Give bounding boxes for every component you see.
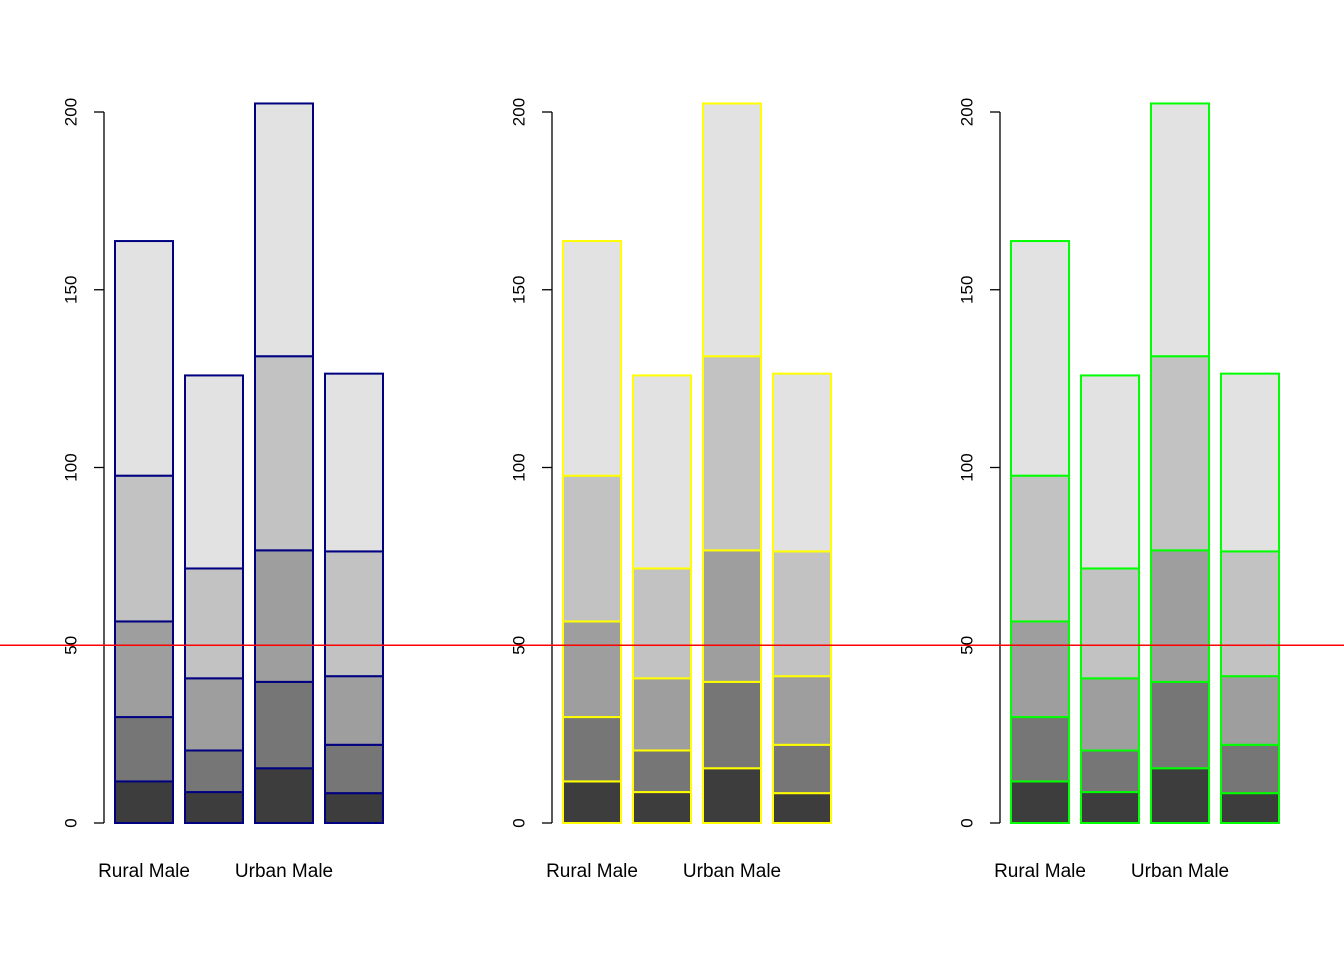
y-tick-label: 200: [958, 98, 977, 126]
bar-segment: [702, 355, 762, 552]
bar-segment: [1220, 550, 1280, 678]
bar-segment: [702, 549, 762, 683]
bar-stack: [1150, 102, 1210, 824]
y-tick-label: 0: [510, 818, 529, 827]
bar-segment: [632, 791, 692, 824]
x-category-label: Urban Male: [1131, 861, 1229, 882]
bar-segment: [1010, 716, 1070, 783]
bar-segment: [702, 680, 762, 770]
bar-segment: [562, 240, 622, 477]
bar-segment: [562, 620, 622, 719]
bar-segment: [702, 102, 762, 358]
y-tick-label: 200: [510, 98, 529, 126]
bar-segment: [1080, 567, 1140, 680]
bar-segment: [1010, 474, 1070, 623]
bar-segment: [632, 749, 692, 794]
bar-segment: [1080, 374, 1140, 570]
bar-segment: [324, 675, 384, 746]
bar-segment: [562, 716, 622, 783]
bar-stack: [772, 372, 832, 824]
bar-segment: [1010, 620, 1070, 719]
bar-segment: [324, 743, 384, 795]
bar-segment: [632, 374, 692, 570]
bar-segment: [1150, 355, 1210, 552]
bar-segment: [1080, 791, 1140, 824]
bar-stack: [1080, 374, 1140, 824]
bar-segment: [254, 549, 314, 683]
y-tick-label: 200: [62, 98, 81, 126]
bar-segment: [702, 767, 762, 824]
bar-stack: [1220, 372, 1280, 824]
bar-stack: [702, 102, 762, 824]
bar-segment: [184, 791, 244, 824]
x-category-label: Urban Male: [683, 861, 781, 882]
bar-stack: [632, 374, 692, 824]
bar-segment: [1220, 675, 1280, 746]
bar-segment: [772, 372, 832, 553]
bar-segment: [1080, 677, 1140, 752]
bar-stack: [114, 240, 174, 824]
y-tick-label: 150: [510, 276, 529, 304]
bar-segment: [1150, 549, 1210, 683]
bar-segment: [772, 792, 832, 824]
bar-segment: [632, 567, 692, 680]
bar-segment: [254, 102, 314, 358]
bar-segment: [254, 355, 314, 552]
y-tick-label: 150: [62, 276, 81, 304]
bar-segment: [1220, 792, 1280, 824]
bar-segment: [324, 550, 384, 678]
x-category-label: Rural Male: [546, 861, 638, 882]
bar-segment: [114, 716, 174, 783]
bar-segment: [562, 780, 622, 824]
bar-segment: [184, 567, 244, 680]
y-tick-label: 0: [958, 818, 977, 827]
y-tick-label: 0: [62, 818, 81, 827]
bar-segment: [1220, 743, 1280, 795]
bar-segment: [632, 677, 692, 752]
bar-segment: [324, 372, 384, 553]
bar-segment: [1080, 749, 1140, 794]
x-category-label: Rural Male: [98, 861, 190, 882]
bar-segment: [1220, 372, 1280, 553]
bar-stack: [324, 372, 384, 824]
bar-segment: [184, 749, 244, 794]
bar-stack: [562, 240, 622, 824]
bar-segment: [1150, 102, 1210, 358]
y-tick-label: 100: [62, 453, 81, 481]
bar-stack: [1010, 240, 1070, 824]
y-tick-label: 100: [958, 453, 977, 481]
bar-segment: [562, 474, 622, 623]
bar-segment: [772, 675, 832, 746]
bar-segment: [324, 792, 384, 824]
bar-segment: [254, 767, 314, 824]
bar-segment: [1010, 780, 1070, 824]
bar-segment: [184, 374, 244, 570]
y-tick-label: 100: [510, 453, 529, 481]
bar-segment: [1150, 680, 1210, 770]
bar-segment: [184, 677, 244, 752]
bar-segment: [772, 550, 832, 678]
bar-segment: [114, 780, 174, 824]
bar-segment: [1010, 240, 1070, 477]
bar-segment: [772, 743, 832, 795]
bar-stack: [184, 374, 244, 824]
bar-segment: [114, 474, 174, 623]
bar-segment: [1150, 767, 1210, 824]
x-category-label: Rural Male: [994, 861, 1086, 882]
y-tick-label: 150: [958, 276, 977, 304]
x-category-label: Urban Male: [235, 861, 333, 882]
bar-segment: [254, 680, 314, 770]
bar-stack: [254, 102, 314, 824]
bar-segment: [114, 240, 174, 477]
bar-segment: [114, 620, 174, 719]
